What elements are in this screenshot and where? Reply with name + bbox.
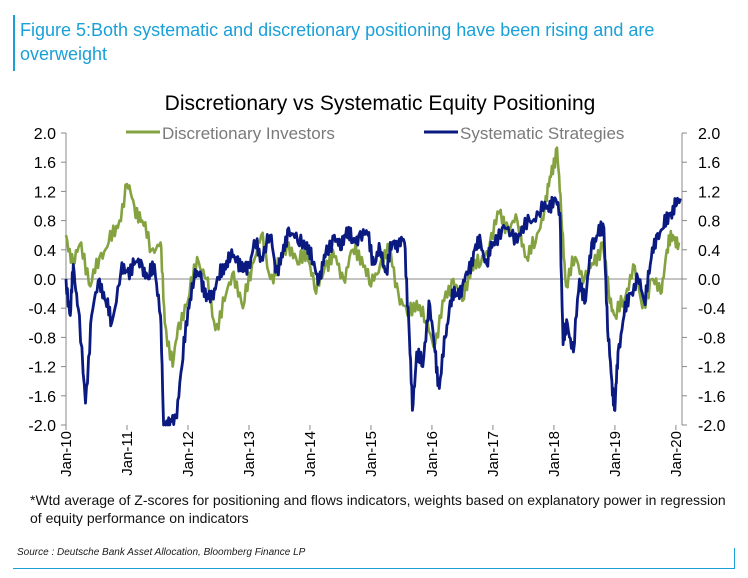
x-tick-label: Jan-17: [485, 431, 502, 477]
figure-right-rule: [734, 548, 735, 569]
right-y-tick-label: 2.0: [698, 126, 720, 143]
right-y-tick-label: 1.2: [698, 184, 720, 201]
legend-label-discretionary: Discretionary Investors: [162, 124, 335, 143]
footnote: *Wtd average of Z-scores for positioning…: [30, 492, 726, 526]
left-y-tick-label: 0.0: [34, 272, 56, 289]
x-tick-label: Jan-12: [180, 431, 197, 477]
figure-accent-bar: [13, 15, 15, 71]
left-y-tick-label: 2.0: [34, 126, 56, 143]
left-y-tick-label: 1.2: [34, 184, 56, 201]
x-tick-label: Jan-14: [302, 431, 319, 477]
line-chart: Discretionary vs Systematic Equity Posit…: [28, 92, 726, 477]
right-y-tick-label: -0.4: [698, 301, 726, 318]
left-y-tick-label: -1.2: [28, 360, 56, 377]
right-y-tick-label: -1.6: [698, 389, 726, 406]
right-y-tick-label: 1.6: [698, 155, 720, 172]
x-tick-label: Jan-13: [241, 431, 258, 477]
discretionary-line: [64, 146, 681, 368]
x-tick-group: Jan-10 Jan-11 Jan-12 Jan-13 Jan-14 Jan-15 Jan-…: [58, 425, 685, 477]
series-lines: [64, 146, 682, 427]
left-y-tick-label: -2.0: [28, 418, 56, 435]
x-tick-label: Jan-16: [424, 431, 441, 477]
x-tick-label: Jan-20: [668, 431, 685, 477]
chart-container: Discretionary vs Systematic Equity Posit…: [0, 84, 748, 504]
legend: Discretionary Investors Systematic Strat…: [126, 124, 624, 143]
x-tick-label: Jan-10: [58, 431, 75, 477]
figure-bottom-rule: [13, 568, 735, 569]
left-y-tick-labels: 2.0 1.6 1.2 0.8 0.4 0.0 -0.4 -0.8 -1.2 -1.6 -2.0: [28, 126, 66, 435]
left-y-tick-label: 0.8: [34, 214, 56, 231]
x-tick-label: Jan-18: [546, 431, 563, 477]
right-y-tick-label: -0.8: [698, 330, 726, 347]
left-y-tick-label: -0.8: [28, 330, 56, 347]
x-tick-label: Jan-19: [607, 431, 624, 477]
right-y-tick-label: -2.0: [698, 418, 726, 435]
systematic-line: [64, 195, 682, 427]
left-y-tick-label: -1.6: [28, 389, 56, 406]
right-y-tick-label: -1.2: [698, 360, 726, 377]
left-y-tick-label: -0.4: [28, 301, 56, 318]
right-y-tick-label: 0.4: [698, 243, 720, 260]
x-tick-label: Jan-11: [119, 431, 136, 476]
right-y-tick-labels: 2.0 1.6 1.2 0.8 0.4 0.0 -0.4 -0.8 -1.2 -1.6 -2.0: [682, 126, 726, 435]
left-y-tick-label: 1.6: [34, 155, 56, 172]
source-note: Source : Deutsche Bank Asset Allocation,…: [17, 547, 306, 558]
left-y-tick-label: 0.4: [34, 243, 56, 260]
chart-title: Discretionary vs Systematic Equity Posit…: [165, 92, 596, 115]
figure-title: Figure 5:Both systematic and discretiona…: [20, 20, 655, 64]
legend-label-systematic: Systematic Strategies: [460, 124, 624, 143]
right-y-tick-label: 0.8: [698, 214, 720, 231]
right-y-tick-label: 0.0: [698, 272, 720, 289]
x-tick-label: Jan-15: [363, 431, 380, 477]
